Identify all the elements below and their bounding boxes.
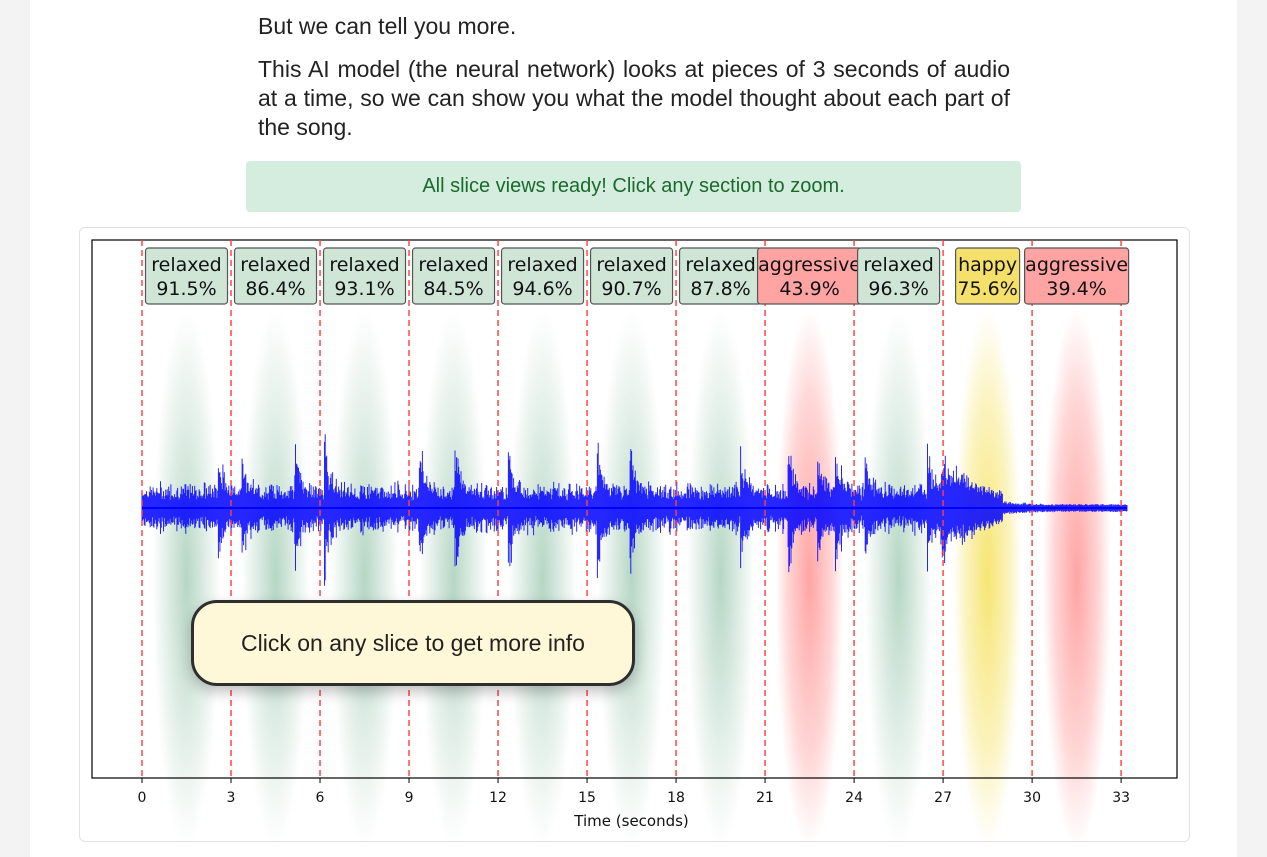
slice-label-text: relaxed bbox=[418, 254, 488, 276]
intro-paragraph: This AI model (the neural network) looks… bbox=[258, 56, 1010, 140]
slice-confidence-text: 94.6% bbox=[512, 278, 572, 300]
x-tick-label: 33 bbox=[1112, 790, 1130, 806]
slice-glow-8[interactable] bbox=[864, 308, 933, 841]
slice-glow-2[interactable] bbox=[330, 308, 399, 841]
slice-label-text: aggressive bbox=[758, 254, 861, 276]
chart-card[interactable]: relaxed 91.5% relaxed 86.4% relaxed 93.1% rela… bbox=[79, 227, 1190, 842]
slice-glow-5[interactable] bbox=[597, 308, 666, 841]
status-banner: All slice views ready! Click any section… bbox=[246, 161, 1021, 212]
slice-confidence-text: 90.7% bbox=[601, 278, 661, 300]
x-tick-label: 18 bbox=[667, 790, 685, 806]
slice-confidence-text: 96.3% bbox=[868, 278, 928, 300]
intro-line-1: But we can tell you more. bbox=[258, 13, 517, 39]
click-hint-tooltip: Click on any slice to get more info bbox=[191, 600, 635, 686]
slice-label-text: happy bbox=[958, 254, 1017, 276]
slice-label-text: aggressive bbox=[1025, 254, 1128, 276]
slice-label-text: relaxed bbox=[863, 254, 933, 276]
plot-frame bbox=[91, 239, 1178, 779]
slice-confidence-text: 87.8% bbox=[690, 278, 750, 300]
x-axis-label: Time (seconds) bbox=[573, 812, 689, 830]
x-tick-label: 6 bbox=[316, 790, 325, 806]
slice-label-text: relaxed bbox=[240, 254, 310, 276]
slice-glow-1[interactable] bbox=[241, 308, 310, 841]
x-tick-label: 9 bbox=[405, 790, 414, 806]
x-tick-label: 21 bbox=[756, 790, 774, 806]
x-tick-label: 0 bbox=[138, 790, 147, 806]
slice-glow-9[interactable] bbox=[953, 308, 1022, 841]
slice-confidence-text: 93.1% bbox=[334, 278, 394, 300]
slice-glow-4[interactable] bbox=[508, 308, 577, 841]
x-tick-label: 27 bbox=[934, 790, 952, 806]
slice-confidence-text: 43.9% bbox=[779, 278, 839, 300]
x-tick-label: 15 bbox=[578, 790, 596, 806]
waveform bbox=[141, 434, 1128, 586]
slice-confidence-text: 39.4% bbox=[1046, 278, 1106, 300]
x-tick-label: 24 bbox=[845, 790, 863, 806]
slice-confidence-text: 86.4% bbox=[245, 278, 305, 300]
page: But we can tell you more. This AI model … bbox=[30, 0, 1237, 857]
slice-glow-0[interactable] bbox=[152, 308, 221, 841]
slice-label-text: relaxed bbox=[596, 254, 666, 276]
waveform-chart[interactable]: relaxed91.5%relaxed86.4%relaxed93.1%rela… bbox=[80, 228, 1189, 841]
slice-confidence-text: 84.5% bbox=[423, 278, 483, 300]
slice-confidence-text: 75.6% bbox=[957, 278, 1017, 300]
slice-glow-6[interactable] bbox=[686, 308, 755, 841]
slice-glow-3[interactable] bbox=[419, 308, 488, 841]
slice-glow-7[interactable] bbox=[775, 308, 844, 841]
slice-label-text: relaxed bbox=[329, 254, 399, 276]
slice-label-text: relaxed bbox=[151, 254, 221, 276]
slice-label-text: relaxed bbox=[685, 254, 755, 276]
x-tick-label: 3 bbox=[227, 790, 236, 806]
x-tick-label: 12 bbox=[489, 790, 507, 806]
x-tick-label: 30 bbox=[1023, 790, 1041, 806]
slice-confidence-text: 91.5% bbox=[156, 278, 216, 300]
slice-glow-10[interactable] bbox=[1042, 308, 1111, 841]
slice-label-text: relaxed bbox=[507, 254, 577, 276]
